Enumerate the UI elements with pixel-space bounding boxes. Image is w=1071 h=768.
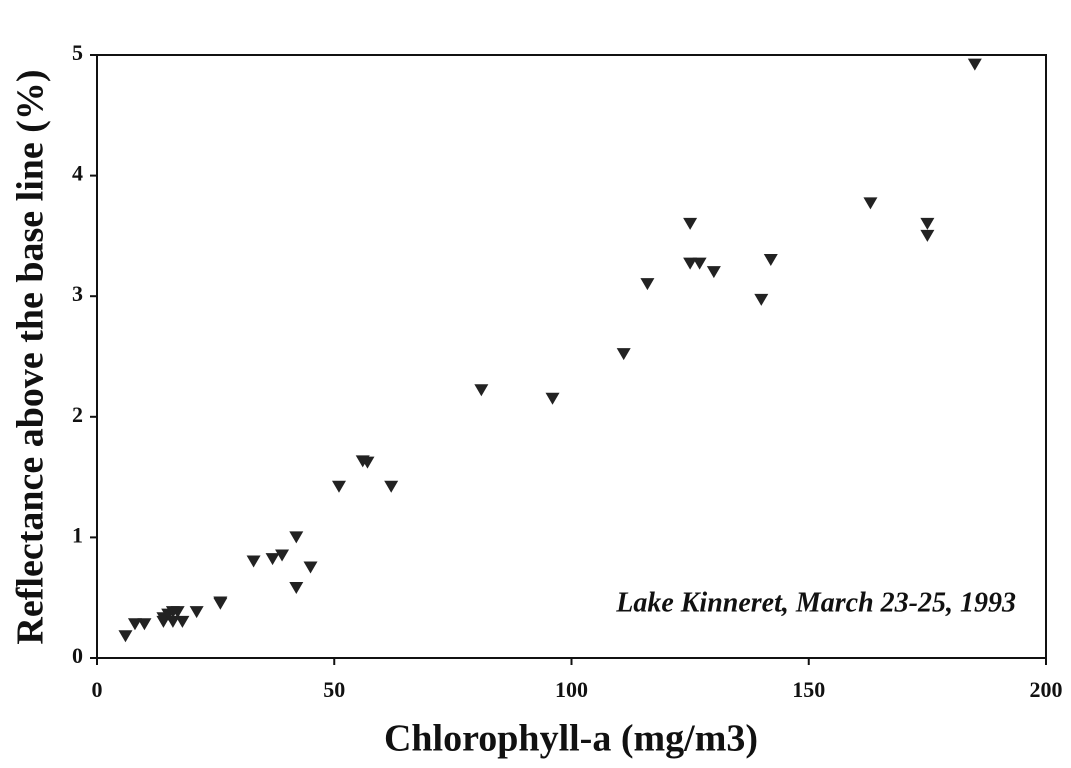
y-tick-label: 4 xyxy=(72,161,83,186)
x-tick-label: 150 xyxy=(792,677,825,702)
point xyxy=(170,606,185,619)
annotation: Lake Kinneret, March 23-25, 1993 xyxy=(615,587,1016,618)
y-tick-label: 5 xyxy=(72,40,83,65)
x-tick-label: 200 xyxy=(1030,677,1063,702)
point xyxy=(127,618,142,631)
point xyxy=(175,615,190,628)
point xyxy=(156,615,171,628)
point xyxy=(303,561,318,574)
point xyxy=(275,549,290,562)
point xyxy=(683,217,698,230)
point xyxy=(265,553,280,566)
y-tick-label: 0 xyxy=(72,643,83,668)
point xyxy=(331,480,346,493)
point xyxy=(754,293,769,306)
point xyxy=(545,392,560,405)
x-tick-label: 50 xyxy=(323,677,345,702)
y-tick-label: 1 xyxy=(72,522,83,547)
y-tick-label: 3 xyxy=(72,281,83,306)
y-tick-label: 2 xyxy=(72,402,83,427)
point xyxy=(213,596,228,609)
x-axis-title: Chlorophyll-a (mg/m3) xyxy=(384,718,758,760)
point xyxy=(137,618,152,631)
point xyxy=(289,531,304,544)
point xyxy=(289,582,304,595)
point xyxy=(763,254,778,267)
point xyxy=(246,555,261,568)
point xyxy=(640,278,655,291)
point xyxy=(360,456,375,469)
point xyxy=(706,266,721,279)
point xyxy=(189,606,204,619)
point xyxy=(118,630,133,643)
point xyxy=(920,229,935,242)
point xyxy=(384,480,399,493)
plot-frame xyxy=(96,54,1047,659)
point xyxy=(616,348,631,361)
y-axis-title: Reflectance above the base line (%) xyxy=(10,69,52,644)
x-tick-label: 0 xyxy=(92,677,103,702)
point xyxy=(683,257,698,270)
point xyxy=(863,197,878,210)
point xyxy=(692,257,707,270)
x-tick-label: 100 xyxy=(555,677,588,702)
point xyxy=(165,615,180,628)
point xyxy=(920,217,935,230)
point xyxy=(474,384,489,397)
point xyxy=(967,58,982,71)
